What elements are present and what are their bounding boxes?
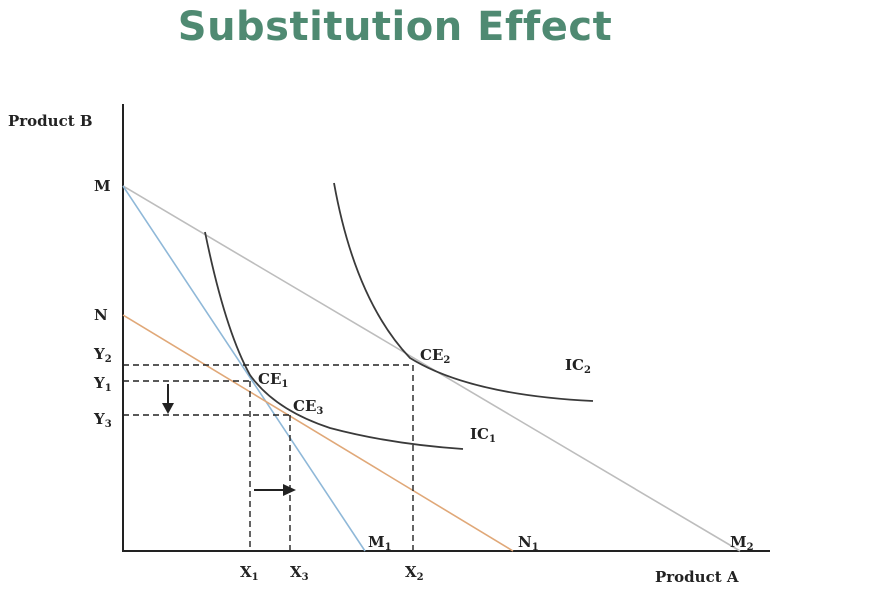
y-axis-label: Product B <box>8 112 93 130</box>
label-Y1: Y1 <box>93 374 112 394</box>
label-CE2: CE2 <box>420 346 450 366</box>
label-X2: X2 <box>405 563 424 583</box>
label-M1: M1 <box>368 533 392 553</box>
diagram-title: Substitution Effect <box>177 4 613 50</box>
right-arrow-icon <box>254 484 296 496</box>
label-CE3: CE3 <box>293 397 323 417</box>
label-Y2: Y2 <box>93 345 112 365</box>
label-X1: X1 <box>240 563 259 583</box>
label-CE1: CE1 <box>258 370 288 390</box>
indifference-curve-ic1 <box>204 231 464 450</box>
label-M2: M2 <box>730 533 754 553</box>
down-arrow-icon <box>162 384 174 414</box>
label-N1: N1 <box>518 533 539 553</box>
budget-line-N-N1 <box>122 314 514 552</box>
label-N: N <box>94 306 108 324</box>
budget-line-M-M1 <box>122 185 366 552</box>
label-Y3: Y3 <box>93 410 112 430</box>
label-IC1: IC1 <box>470 425 496 445</box>
label-IC2: IC2 <box>565 356 591 376</box>
label-X3: X3 <box>290 563 309 583</box>
indifference-curve-ic2 <box>333 182 594 402</box>
x-axis-label: Product A <box>655 568 739 586</box>
label-M: M <box>94 177 111 195</box>
